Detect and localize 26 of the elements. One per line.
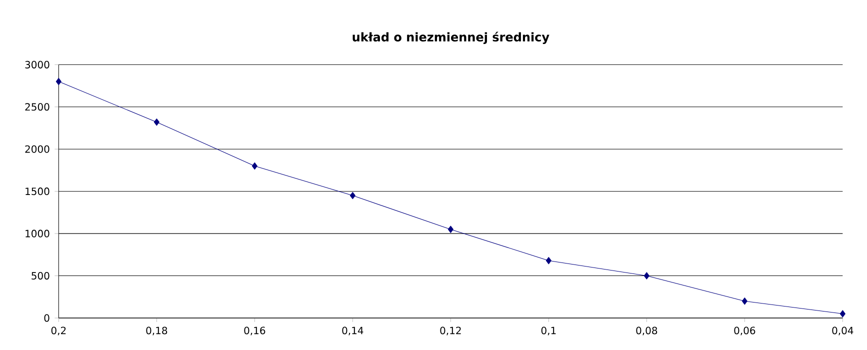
x-tick-label: 0,18 bbox=[146, 326, 168, 336]
y-tick-label: 3000 bbox=[25, 60, 50, 68]
x-tick-label: 0,2 bbox=[51, 326, 66, 336]
x-tick-label: 0,14 bbox=[342, 326, 364, 336]
point bbox=[56, 78, 62, 86]
point bbox=[252, 162, 258, 170]
point bbox=[742, 298, 748, 305]
y-tick-label: 0 bbox=[44, 314, 50, 322]
y-tick-label: 1000 bbox=[26, 230, 50, 238]
point bbox=[350, 192, 356, 200]
y-tick-label: 2500 bbox=[25, 103, 50, 111]
point bbox=[644, 272, 650, 280]
point bbox=[448, 226, 454, 233]
point bbox=[546, 256, 552, 264]
x-tick-label: 0,06 bbox=[734, 326, 756, 336]
point bbox=[154, 118, 160, 126]
x-tick-label: 0,1 bbox=[541, 326, 556, 336]
x-tick-label: 0,16 bbox=[244, 326, 266, 336]
y-tick-label: 500 bbox=[32, 272, 50, 280]
x-tick-label: 0,04 bbox=[832, 326, 854, 336]
point bbox=[840, 310, 846, 318]
y-tick-label: 2000 bbox=[25, 145, 50, 153]
y-tick-label: 1500 bbox=[26, 188, 50, 196]
x-tick-label: 0,08 bbox=[636, 326, 658, 336]
chart-title: układ o niezmiennej średnicy bbox=[352, 32, 550, 44]
x-tick-label: 0,12 bbox=[440, 326, 461, 336]
